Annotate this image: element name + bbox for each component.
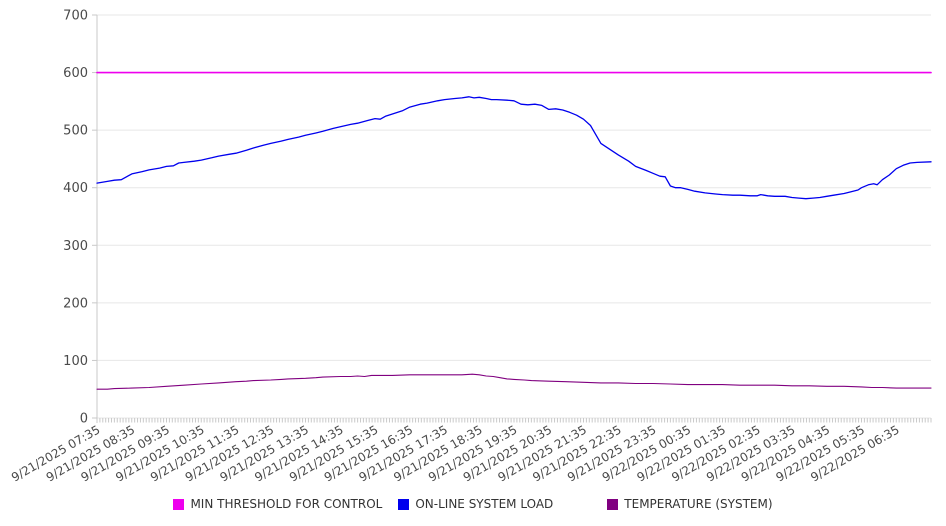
gridlines	[97, 14, 931, 419]
y-axis-label-600: 600	[63, 66, 88, 81]
legend-label-min-threshold: MIN THRESHOLD FOR CONTROL	[190, 497, 383, 511]
legend-swatch-temperature	[607, 498, 619, 510]
series-line-1	[96, 96, 932, 200]
series-lines	[96, 71, 932, 390]
legend-swatch-min-threshold	[173, 498, 185, 510]
y-axis-label-400: 400	[63, 181, 88, 196]
legend-swatch-system-load	[398, 498, 410, 510]
axes	[92, 14, 932, 423]
legend-item-system-load: ON-LINE SYSTEM LOAD	[398, 497, 553, 511]
legend-label-temperature: TEMPERATURE (SYSTEM)	[624, 497, 773, 511]
y-axis-label-300: 300	[63, 239, 88, 254]
series-line-2	[96, 373, 932, 390]
y-axis-label-100: 100	[63, 354, 88, 369]
y-axis-label-0: 0	[80, 412, 88, 427]
y-axis-label-700: 700	[63, 9, 88, 24]
y-axis-label-200: 200	[63, 296, 88, 311]
x-axis-minor-ticks	[96, 418, 932, 423]
chart-legend: MIN THRESHOLD FOR CONTROL ON-LINE SYSTEM…	[0, 497, 946, 511]
legend-item-min-threshold: MIN THRESHOLD FOR CONTROL	[173, 497, 382, 511]
y-axis-label-500: 500	[63, 124, 88, 139]
legend-label-system-load: ON-LINE SYSTEM LOAD	[415, 497, 554, 511]
legend-item-temperature: TEMPERATURE (SYSTEM)	[607, 497, 773, 511]
